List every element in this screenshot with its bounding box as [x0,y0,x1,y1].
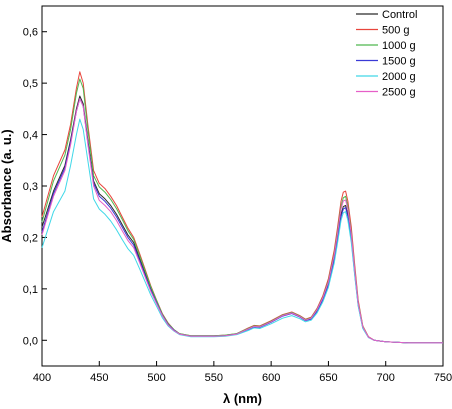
x-tick-label: 750 [434,372,452,384]
series-line-1 [41,71,443,344]
y-tick-label: 0,0 [23,335,38,347]
ticks-layer: 400 450 500 550 600 650 700 750 0,0 0,1 0,2 0,3 0,4 0… [23,27,452,384]
x-axis-title: λ (nm) [223,391,262,406]
x-tick-label: 450 [90,372,108,384]
x-tick-label: 600 [262,372,280,384]
x-tick-label: 550 [205,372,223,384]
series-line-2 [41,78,443,344]
series-line-5 [41,98,443,344]
legend-label: 1500 g [382,56,416,68]
y-tick-label: 0,2 [23,232,38,244]
y-tick-label: 0,4 [23,130,38,142]
y-tick-label: 0,1 [23,284,38,296]
series-line-3 [41,98,443,344]
legend: Control 500 g 1000 g 1500 g 2000 g 2500 g [356,9,417,99]
y-tick-label: 0,6 [23,27,38,39]
x-tick-label: 700 [377,372,395,384]
y-tick-label: 0,5 [23,78,38,90]
legend-label: 500 g [382,25,410,37]
legend-label: 1000 g [382,40,416,52]
series-layer [41,71,443,344]
y-axis-title: Absorbance (a. u.) [0,129,14,242]
y-tick-label: 0,3 [23,181,38,193]
legend-label: Control [382,9,417,21]
x-tick-label: 500 [147,372,165,384]
series-line-0 [41,95,443,344]
x-tick-label: 650 [319,372,337,384]
legend-label: 2500 g [382,87,416,99]
x-tick-label: 400 [33,372,51,384]
legend-label: 2000 g [382,71,416,83]
series-line-4 [41,118,443,344]
